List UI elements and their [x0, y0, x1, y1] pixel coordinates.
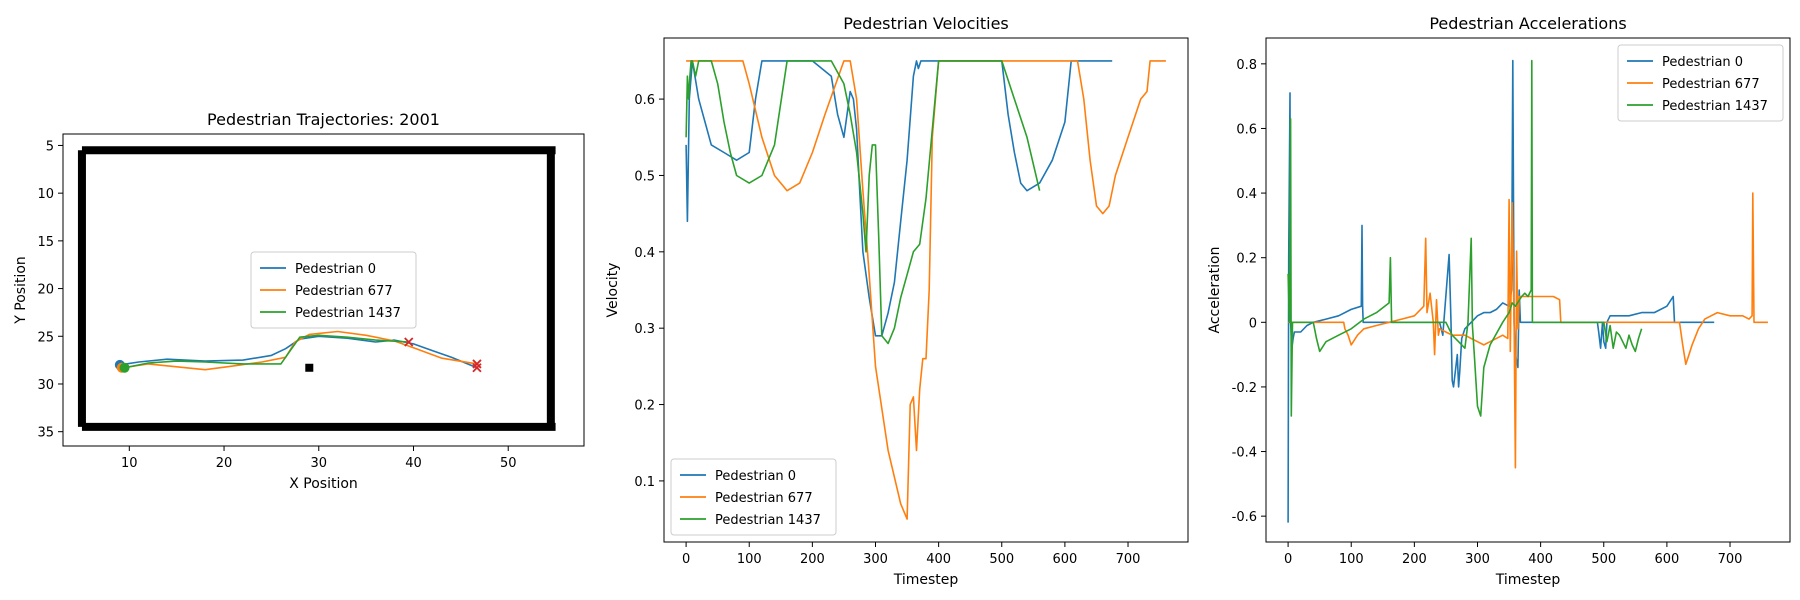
series-group — [685, 60, 1166, 520]
y-tick-label: 15 — [37, 235, 54, 250]
series-line-1 — [686, 60, 1166, 520]
end-marker-cross-0 — [472, 363, 482, 373]
y-tick-label: 0.2 — [634, 399, 655, 414]
start-marker-2 — [119, 362, 130, 373]
legend: Pedestrian 0 Pedestrian 677 Pedestrian 143… — [1617, 44, 1784, 122]
series-line-1 — [121, 330, 478, 371]
y-tick-label: 25 — [37, 330, 54, 345]
x-tick-label: 300 — [1465, 552, 1490, 567]
series-group — [1287, 59, 1768, 523]
legend: Pedestrian 0 Pedestrian 677 Pedestrian 143… — [250, 251, 417, 329]
y-tick-label: 0.1 — [634, 475, 655, 490]
legend-label-0: Pedestrian 0 — [1662, 55, 1743, 70]
x-tick-label: 50 — [500, 456, 517, 471]
obstacle — [305, 363, 314, 372]
plot-frame — [62, 133, 585, 447]
y-tick-label: 35 — [37, 426, 54, 441]
y-tick-label: 0.8 — [1236, 58, 1257, 73]
x-tick-label: 700 — [1116, 552, 1141, 567]
x-tick-label: 0 — [1284, 552, 1292, 567]
x-tick-label: 200 — [1402, 552, 1427, 567]
y-axis-label: Acceleration — [1207, 247, 1223, 334]
series-line-0 — [119, 335, 478, 369]
legend-label-2: Pedestrian 1437 — [1662, 99, 1768, 114]
x-tick-label: 600 — [1052, 552, 1077, 567]
plot-frame — [1265, 37, 1791, 543]
y-axis-label: Y Position — [13, 256, 29, 325]
chart-title: Pedestrian Velocities — [843, 14, 1009, 33]
x-tick-label: 700 — [1718, 552, 1743, 567]
x-axis-label: X Position — [289, 476, 358, 492]
x-axis-label: Timestep — [1495, 572, 1561, 588]
x-tick-label: 100 — [1339, 552, 1364, 567]
y-tick-label: 0 — [1249, 316, 1257, 331]
legend-box — [670, 458, 837, 536]
legend-label-1: Pedestrian 677 — [1662, 77, 1760, 92]
chart-2: 0 100 200 300 400 500 600 700 -0.6 -0.4 -0.2 0 0.2 0.… — [1207, 14, 1791, 588]
series-line-2 — [1287, 59, 1643, 417]
legend-box — [250, 251, 417, 329]
legend-label-1: Pedestrian 677 — [715, 491, 813, 506]
series-line-0 — [1287, 59, 1715, 523]
series-line-2 — [124, 334, 409, 369]
legend-label-1: Pedestrian 677 — [295, 284, 393, 299]
y-tick-label: 30 — [37, 378, 54, 393]
x-tick-label: 300 — [863, 552, 888, 567]
y-tick-label: 10 — [37, 187, 54, 202]
legend-box — [1617, 44, 1784, 122]
y-tick-label: -0.2 — [1232, 381, 1257, 396]
y-tick-label: -0.6 — [1232, 510, 1257, 525]
x-tick-label: 0 — [682, 552, 690, 567]
end-marker-cross-2 — [404, 337, 414, 347]
plot-frame — [663, 37, 1189, 543]
legend-label-0: Pedestrian 0 — [295, 262, 376, 277]
x-axis-label: Timestep — [893, 572, 959, 588]
x-tick-label: 600 — [1654, 552, 1679, 567]
y-tick-label: 20 — [37, 283, 54, 298]
series-line-2 — [685, 60, 1041, 345]
chart-1: 0 100 200 300 400 500 600 700 0.1 0.2 0.3 0.4 0.5 0.6… — [605, 14, 1189, 588]
x-tick-label: 30 — [310, 456, 327, 471]
y-tick-label: 0.6 — [1236, 122, 1257, 137]
chart-title: Pedestrian Accelerations — [1429, 14, 1626, 33]
x-tick-label: 400 — [926, 552, 951, 567]
end-marker-cross-1 — [472, 359, 482, 369]
series-line-0 — [685, 60, 1113, 337]
x-tick-label: 500 — [989, 552, 1014, 567]
x-tick-label: 500 — [1591, 552, 1616, 567]
y-tick-label: 0.2 — [1236, 252, 1257, 267]
series-group — [119, 330, 478, 371]
legend-label-0: Pedestrian 0 — [715, 469, 796, 484]
legend: Pedestrian 0 Pedestrian 677 Pedestrian 143… — [670, 458, 837, 536]
y-tick-label: -0.4 — [1232, 446, 1257, 461]
x-tick-label: 100 — [737, 552, 762, 567]
y-tick-label: 5 — [46, 139, 54, 154]
x-tick-label: 40 — [405, 456, 422, 471]
y-tick-label: 0.5 — [634, 169, 655, 184]
series-line-1 — [1288, 192, 1768, 469]
x-tick-label: 200 — [800, 552, 825, 567]
y-axis-label: Velocity — [605, 263, 621, 318]
x-tick-label: 20 — [216, 456, 233, 471]
chart-0: 10 20 30 40 50 5 10 15 20 25 30 35 Pedestrian Trajec… — [13, 110, 585, 492]
y-tick-label: 0.4 — [634, 246, 655, 261]
legend-label-2: Pedestrian 1437 — [295, 306, 401, 321]
chart-title: Pedestrian Trajectories: 2001 — [207, 110, 440, 129]
y-tick-label: 0.6 — [634, 93, 655, 108]
legend-label-2: Pedestrian 1437 — [715, 513, 821, 528]
x-tick-label: 10 — [121, 456, 138, 471]
charts: 10 20 30 40 50 5 10 15 20 25 30 35 Pedestrian Trajec… — [13, 14, 1791, 588]
y-tick-label: 0.3 — [634, 322, 655, 337]
y-tick-label: 0.4 — [1236, 187, 1257, 202]
x-tick-label: 400 — [1528, 552, 1553, 567]
